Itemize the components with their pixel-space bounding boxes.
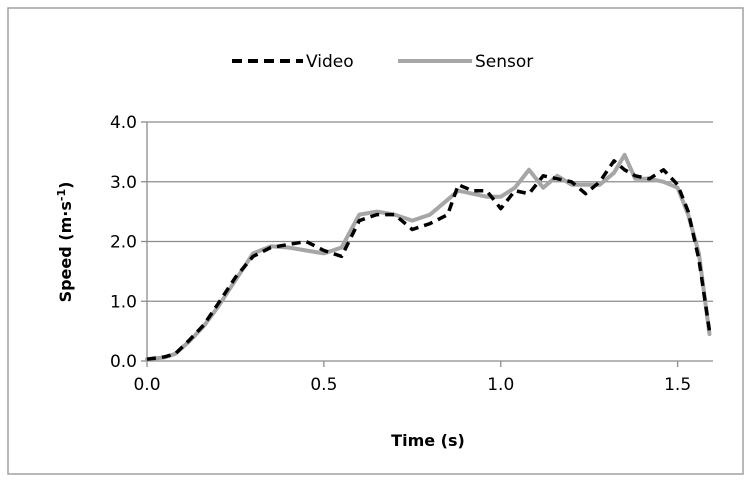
axes: 0.0 1.0 2.0 3.0 4.0 0.0 0.5 1.0 1.5 (110, 113, 713, 395)
x-tick-label: 1.5 (664, 375, 691, 395)
series-line-video (146, 159, 712, 361)
y-tick-label: 4.0 (110, 113, 137, 133)
x-axis-title: Time (s) (391, 431, 465, 450)
grid (147, 121, 713, 302)
y-tick-label: 0.0 (110, 352, 137, 372)
y-axis-title: Speed (m·s-1) (55, 182, 75, 303)
x-tick-label: 0.5 (310, 375, 337, 395)
y-axis-title-close: ) (56, 182, 75, 189)
y-tick-label: 2.0 (110, 233, 137, 253)
y-tick-label: 1.0 (110, 292, 137, 312)
legend-label-video: Video (306, 52, 354, 72)
series (145, 152, 712, 362)
legend-label-sensor: Sensor (475, 52, 533, 72)
y-tick-label: 3.0 (110, 173, 137, 193)
legend: Video Sensor (232, 52, 533, 72)
x-tick-label: 1.0 (487, 375, 514, 395)
y-axis-title-main: Speed (m·s (56, 201, 75, 302)
series-line-sensor (145, 152, 712, 362)
x-tick-label: 0.0 (133, 375, 160, 395)
y-axis-title-sup: -1 (55, 189, 68, 201)
